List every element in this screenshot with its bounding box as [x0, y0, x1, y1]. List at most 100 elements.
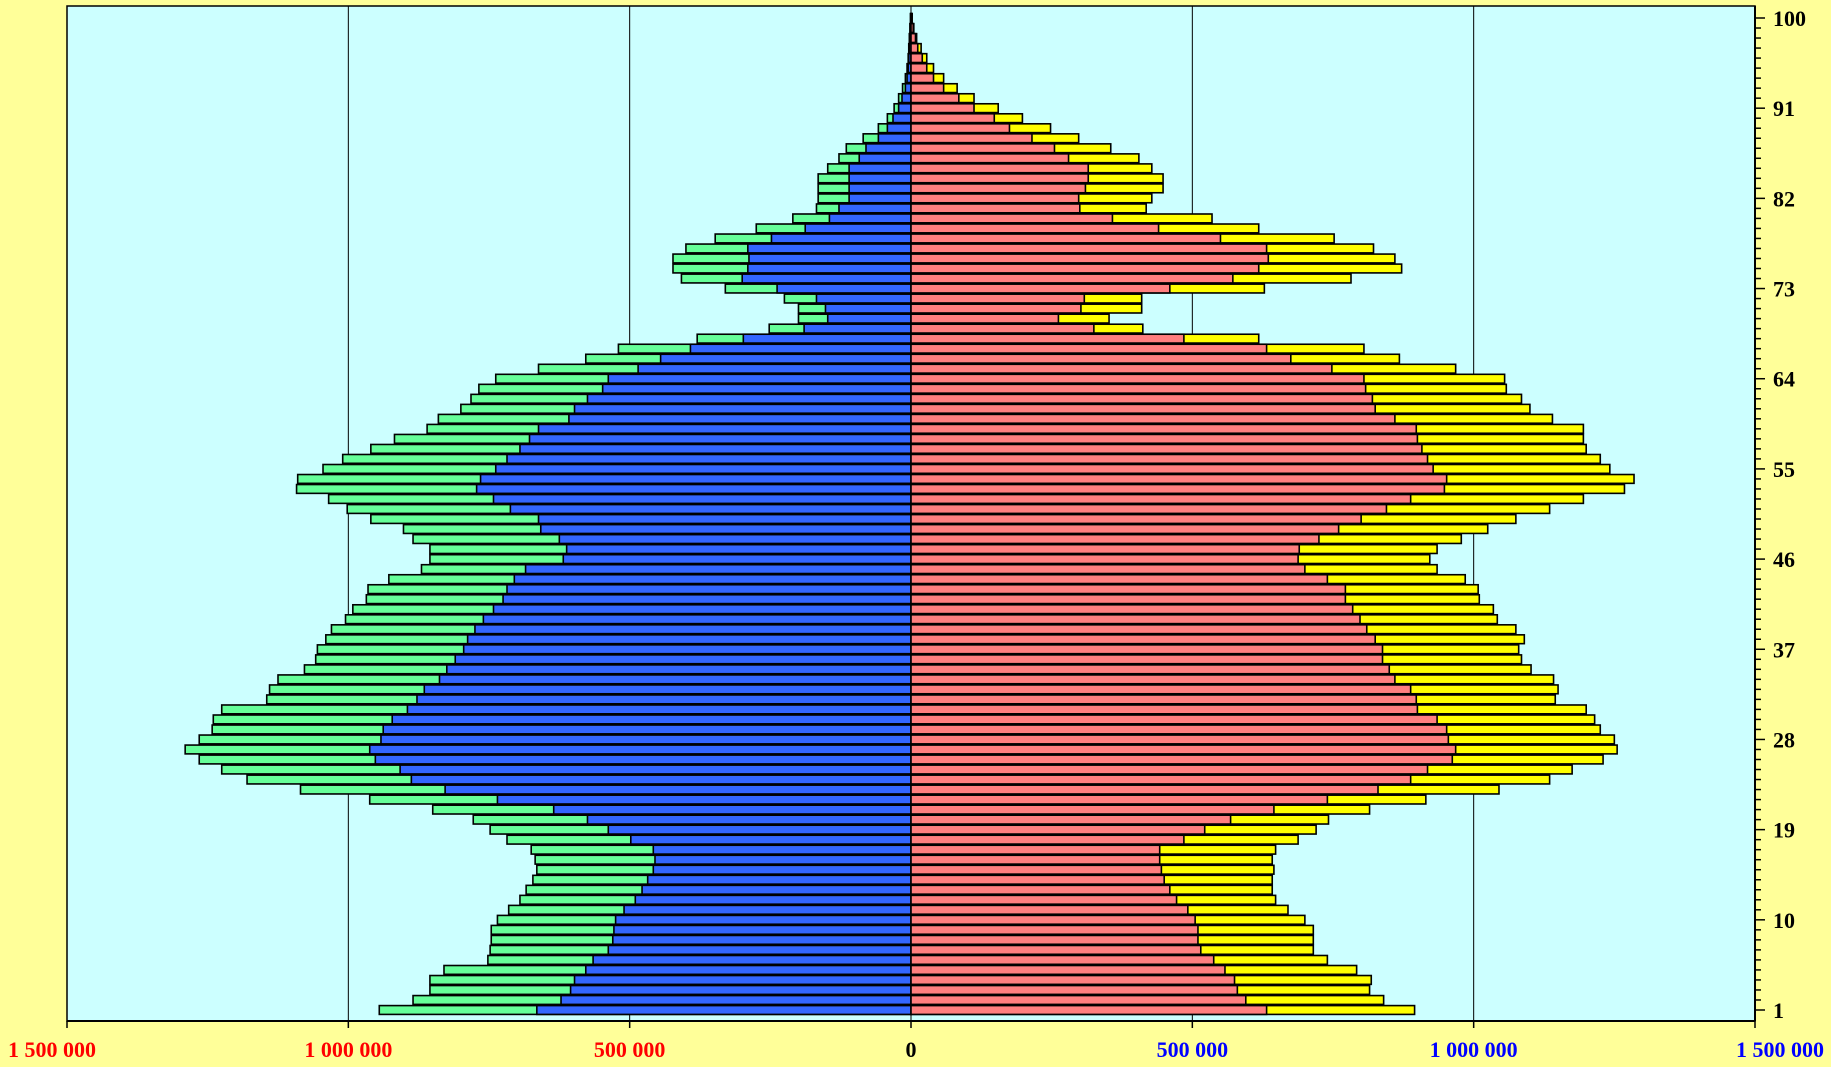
- bar-left-inner: [586, 393, 912, 404]
- x-tick-label: 500 000: [594, 1037, 666, 1062]
- bar-left-inner: [509, 503, 912, 515]
- bar-left-inner: [641, 884, 912, 895]
- bar-right-inner: [910, 694, 1418, 705]
- bar-left-inner: [537, 423, 912, 435]
- bar-right-inner: [910, 624, 1368, 635]
- bar-right-inner: [910, 353, 1292, 364]
- bar-left-inner: [573, 974, 912, 986]
- bar-right-inner: [910, 533, 1320, 545]
- bar-left-inner: [897, 102, 912, 114]
- bar-left-inner: [506, 583, 912, 595]
- x-tick-label: 0: [906, 1037, 917, 1062]
- y-tick-label: 73: [1773, 277, 1795, 302]
- bar-right-inner: [910, 52, 924, 64]
- y-tick-label: 37: [1773, 637, 1795, 662]
- bar-left-inner: [474, 624, 912, 635]
- bar-left-inner: [747, 263, 912, 274]
- bar-left-inner: [406, 704, 912, 715]
- bar-right-inner: [910, 994, 1247, 1006]
- bar-left-inner: [826, 313, 912, 324]
- bar-right-inner: [910, 744, 1457, 755]
- bar-left-inner: [506, 453, 912, 465]
- bar-left-inner: [904, 82, 912, 94]
- bar-left-inner: [858, 153, 912, 164]
- bar-left-inner: [634, 894, 912, 905]
- bar-left-inner: [569, 984, 912, 996]
- bar-left-inner: [901, 92, 912, 104]
- x-tick-label: 1 000 000: [1430, 1037, 1518, 1062]
- bar-left-inner: [614, 914, 912, 926]
- y-tick-label: 55: [1773, 457, 1795, 482]
- bar-left-inner: [747, 243, 912, 254]
- bar-right-inner: [910, 984, 1239, 996]
- bar-right-inner: [910, 423, 1418, 435]
- bar-left-inner: [565, 543, 912, 555]
- bar-right-inner: [910, 433, 1419, 445]
- bar-right-inner: [910, 102, 975, 114]
- bar-right-inner: [910, 193, 1080, 204]
- bar-right-inner: [910, 263, 1260, 274]
- bar-right-inner: [910, 764, 1429, 775]
- bar-left-inner: [607, 944, 912, 956]
- bar-left-inner: [848, 193, 912, 204]
- bar-right-inner: [910, 634, 1377, 645]
- bar-right-inner: [910, 834, 1185, 845]
- bar-right-inner: [910, 794, 1329, 805]
- bar-right-inner: [910, 894, 1178, 905]
- y-tick-label: 91: [1773, 96, 1795, 121]
- bar-left-inner: [848, 173, 912, 184]
- bar-left-inner: [475, 483, 912, 495]
- bar-left-inner: [824, 303, 912, 314]
- bar-left-inner: [524, 563, 912, 575]
- bars: [184, 12, 1635, 1016]
- bar-left-inner: [466, 634, 912, 645]
- bar-right-inner: [910, 163, 1090, 174]
- bar-left-inner: [592, 954, 912, 966]
- bar-right-inner: [910, 964, 1226, 976]
- bar-left-inner: [479, 473, 912, 485]
- y-tick-label: 46: [1773, 547, 1795, 572]
- bar-right-inner: [910, 824, 1206, 835]
- bar-right-inner: [910, 223, 1160, 234]
- bar-right-inner: [910, 483, 1446, 495]
- bar-right-inner: [910, 583, 1347, 595]
- bar-right-inner: [910, 513, 1362, 525]
- bar-right-inner: [910, 573, 1329, 585]
- bar-right-inner: [910, 714, 1438, 725]
- bar-left-inner: [742, 333, 912, 344]
- bar-right-inner: [910, 213, 1114, 224]
- bar-right-inner: [910, 734, 1450, 745]
- bar-right-inner: [910, 644, 1384, 655]
- bar-left-inner: [492, 493, 912, 505]
- bar-right-inner: [910, 293, 1086, 304]
- bar-left-inner: [838, 203, 912, 214]
- bar-right-inner: [910, 563, 1306, 575]
- bar-right-inner: [910, 313, 1060, 324]
- bar-left-inner: [482, 614, 912, 625]
- bar-right-inner: [910, 42, 919, 54]
- bar-right-inner: [910, 133, 1033, 144]
- bar-left-inner: [560, 994, 912, 1006]
- bar-left-inner: [454, 654, 912, 665]
- bar-left-inner: [584, 964, 912, 976]
- bar-right-inner: [910, 243, 1268, 254]
- bar-right-inner: [910, 954, 1215, 966]
- bar-right-inner: [910, 82, 945, 94]
- bar-left-inner: [410, 774, 912, 785]
- bar-left-inner: [502, 593, 912, 605]
- bar-right-inner: [910, 934, 1199, 946]
- bar-left-inner: [607, 373, 912, 384]
- x-tick-label: 1 500 000: [8, 1037, 96, 1062]
- axes: [66, 6, 1765, 1028]
- bar-left-inner: [611, 934, 912, 946]
- bar-left-inner: [637, 363, 912, 374]
- bar-right-inner: [910, 774, 1412, 785]
- bar-right-inner: [910, 603, 1354, 615]
- bar-right-inner: [910, 864, 1163, 875]
- bar-left-inner: [573, 403, 912, 414]
- bar-right-inner: [910, 1004, 1268, 1016]
- bar-left-inner: [536, 1004, 912, 1016]
- bar-right-inner: [910, 373, 1365, 384]
